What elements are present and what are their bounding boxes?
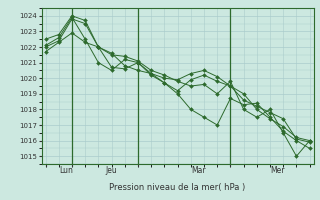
- Text: Mer: Mer: [270, 166, 284, 175]
- X-axis label: Pression niveau de la mer( hPa ): Pression niveau de la mer( hPa ): [109, 183, 246, 192]
- Text: Jeu: Jeu: [105, 166, 117, 175]
- Text: Lun: Lun: [59, 166, 73, 175]
- Text: Mar: Mar: [191, 166, 205, 175]
